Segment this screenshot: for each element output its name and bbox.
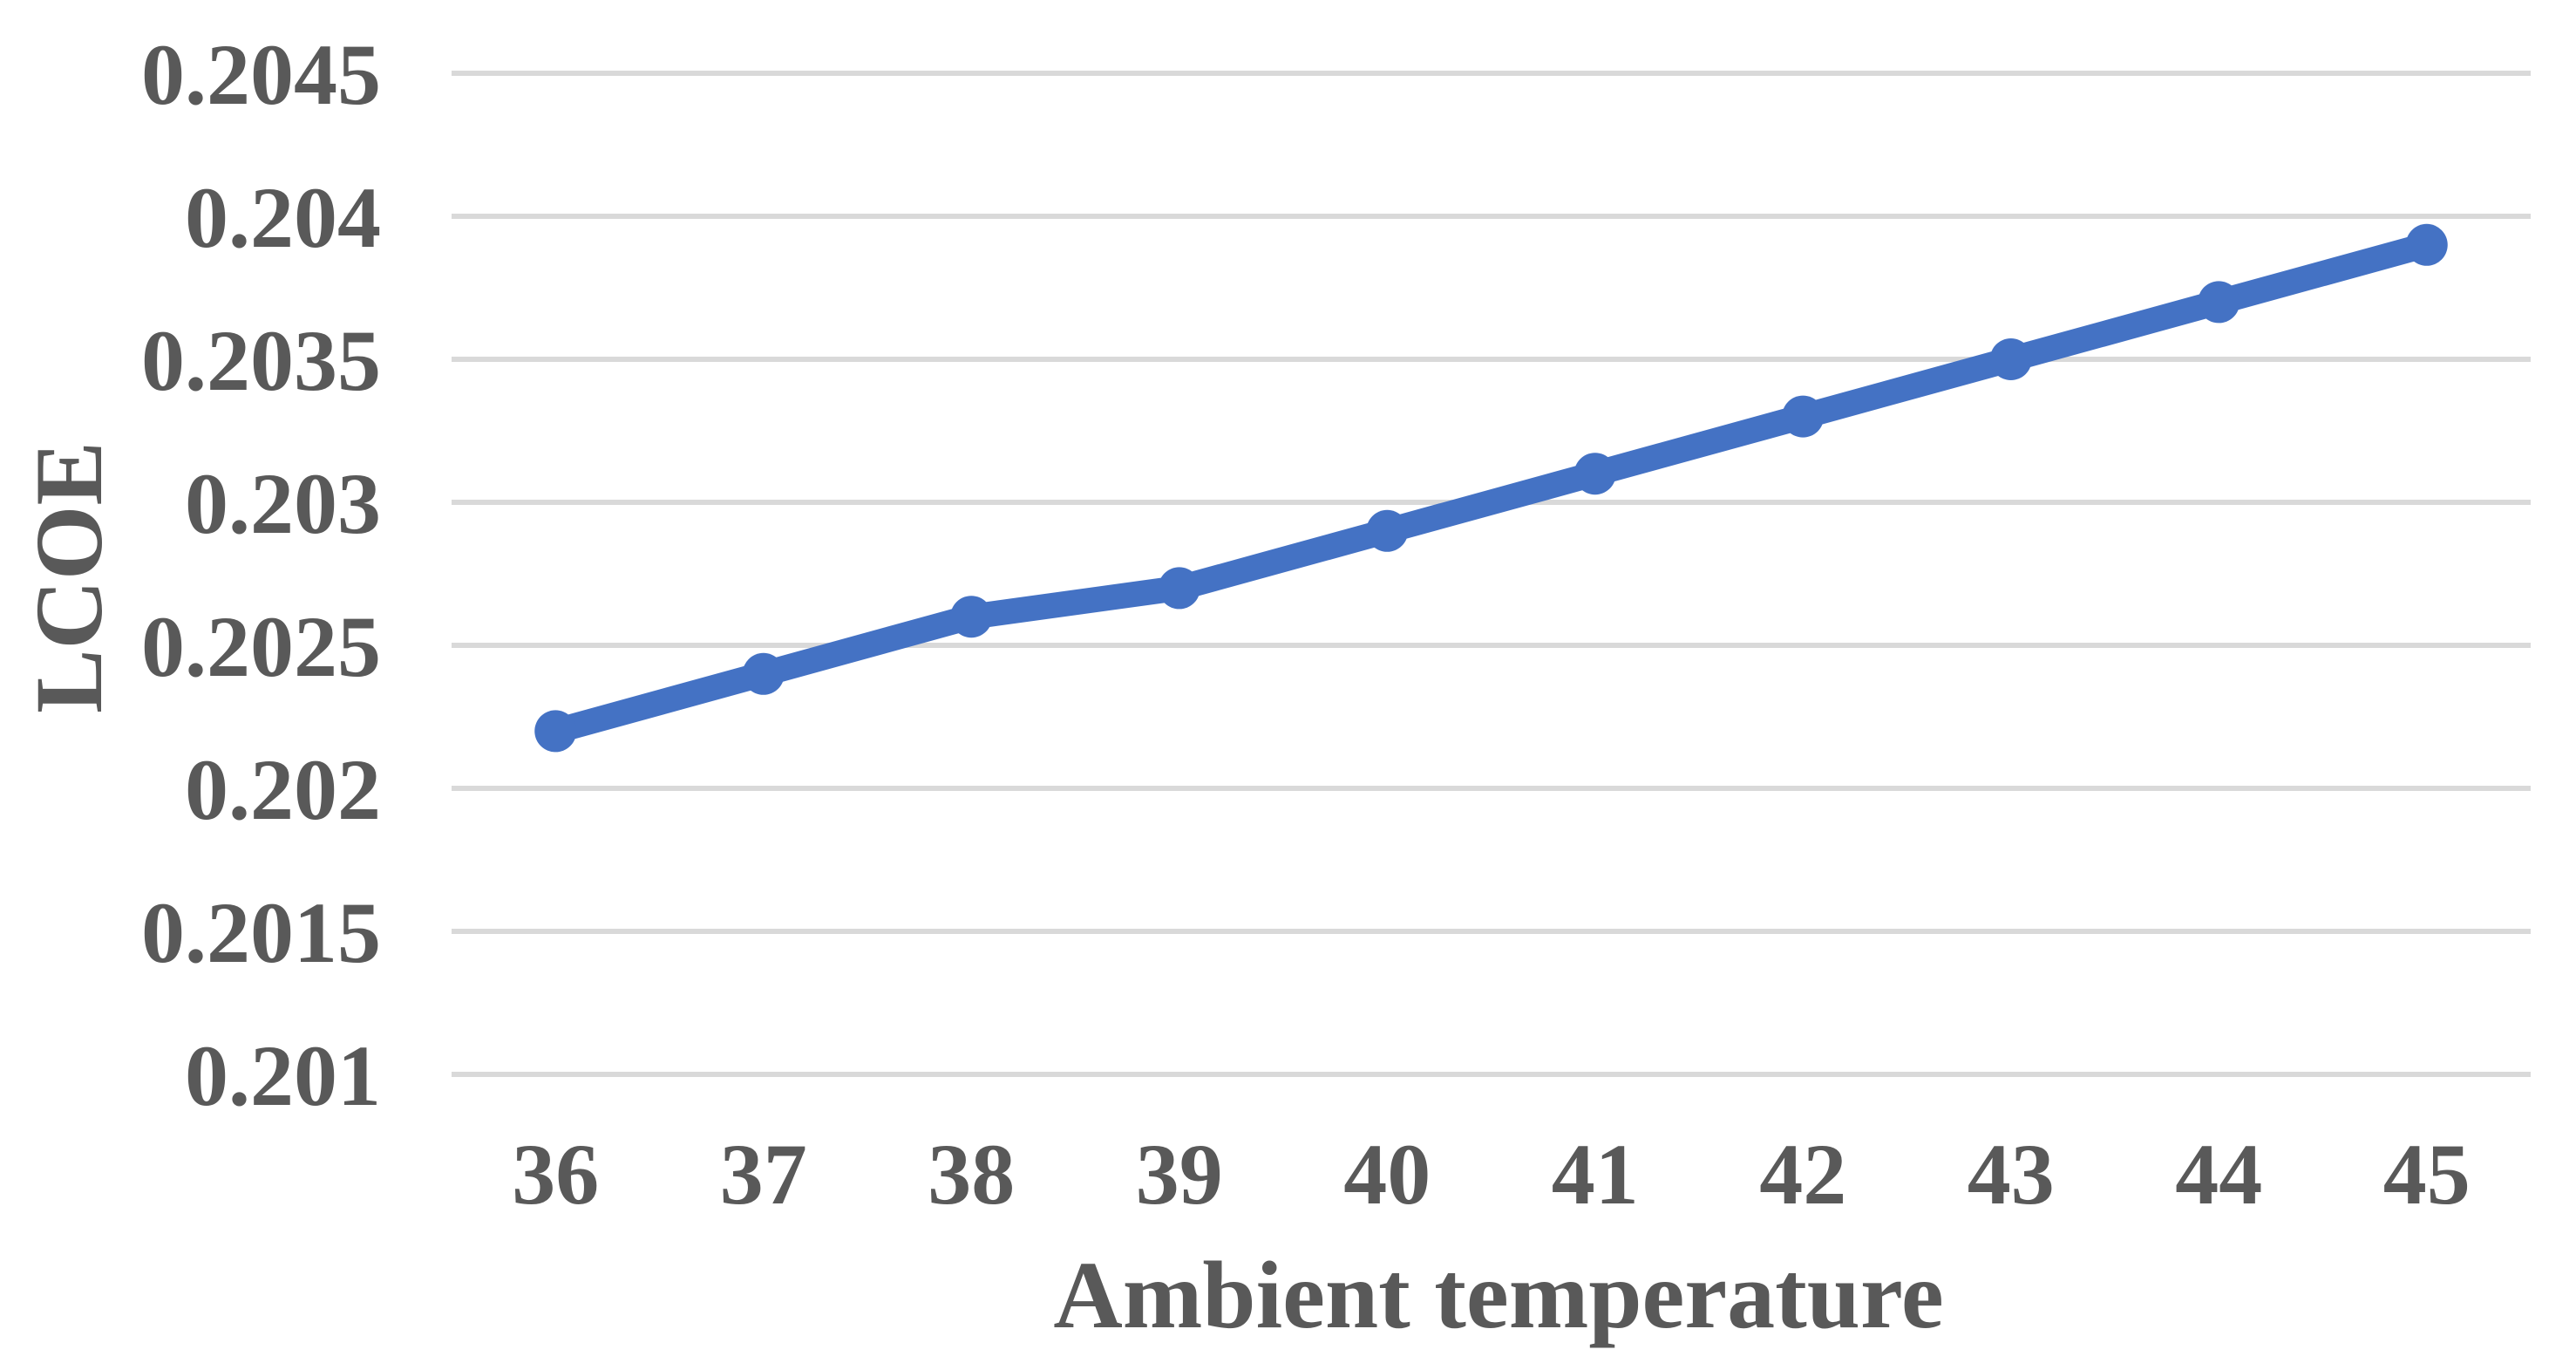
data-point-marker: [742, 652, 785, 695]
x-tick-label: 37: [720, 1126, 807, 1223]
data-point-marker: [534, 710, 577, 753]
x-tick-label: 38: [928, 1126, 1015, 1223]
data-point-marker: [950, 596, 993, 638]
x-tick-label: 40: [1343, 1126, 1431, 1223]
x-tick-label: 44: [2175, 1126, 2262, 1223]
y-tick-label: 0.202: [185, 741, 381, 838]
data-point-marker: [1158, 567, 1200, 610]
data-series: [534, 223, 2448, 753]
x-axis-title: Ambient temperature: [1053, 1242, 1943, 1348]
x-tick-label: 36: [512, 1126, 599, 1223]
x-tick-label: 45: [2383, 1126, 2471, 1223]
data-point-marker: [1366, 509, 1409, 552]
y-axis-tick-labels: 0.201 0.2015 0.202 0.2025 0.203 0.2035 0.204 0.…: [141, 26, 381, 1124]
y-tick-label: 0.2015: [141, 884, 381, 981]
y-tick-label: 0.2045: [141, 26, 381, 123]
data-point-marker: [1989, 338, 2032, 380]
y-tick-label: 0.203: [185, 455, 381, 552]
x-tick-label: 39: [1136, 1126, 1223, 1223]
y-axis-title: LCOE: [16, 441, 122, 713]
y-tick-label: 0.2035: [141, 312, 381, 409]
data-point-marker: [2198, 281, 2240, 324]
data-point-marker: [1573, 453, 1616, 495]
data-point-marker: [1782, 395, 1825, 438]
y-tick-label: 0.201: [185, 1027, 381, 1124]
y-tick-label: 0.2025: [141, 598, 381, 695]
x-tick-label: 41: [1552, 1126, 1639, 1223]
gridlines: [452, 71, 2531, 1077]
x-tick-label: 42: [1759, 1126, 1846, 1223]
y-tick-label: 0.204: [185, 169, 381, 266]
x-axis-tick-labels: 36 37 38 39 40 41 42 43 44 45: [512, 1126, 2471, 1223]
x-tick-label: 43: [1968, 1126, 2055, 1223]
series-line: [542, 232, 2440, 744]
data-point-marker: [2405, 223, 2448, 266]
